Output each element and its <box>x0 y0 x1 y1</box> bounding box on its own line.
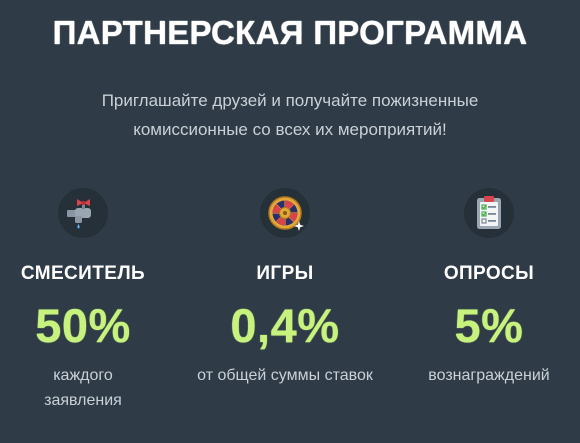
card-name: ИГРЫ <box>256 263 314 284</box>
card-games: ИГРЫ 0,4% от общей суммы ставок <box>185 188 385 388</box>
survey-clipboard-icon <box>464 188 514 238</box>
card-description: от общей суммы ставок <box>197 367 373 384</box>
card-description: каждого заявления <box>44 367 122 409</box>
card-faucet: СМЕСИТЕЛЬ 50% каждого заявления <box>0 188 183 413</box>
card-value: 0,4% <box>230 299 340 352</box>
page-subtitle: Приглашайте друзей и получайте пожизненн… <box>101 91 479 139</box>
roulette-wheel-icon <box>260 188 310 238</box>
page-title: ПАРТНЕРСКАЯ ПРОГРАММА <box>52 14 528 51</box>
card-value: 50% <box>35 299 131 352</box>
card-value: 5% <box>454 299 524 352</box>
card-description: вознаграждений <box>428 367 550 384</box>
faucet-icon <box>58 188 108 238</box>
commission-cards: СМЕСИТЕЛЬ 50% каждого заявления <box>0 188 580 438</box>
card-surveys: ОПРОСЫ 5% вознаграждений <box>389 188 580 388</box>
card-name: ОПРОСЫ <box>443 263 535 284</box>
card-name: СМЕСИТЕЛЬ <box>20 263 146 284</box>
